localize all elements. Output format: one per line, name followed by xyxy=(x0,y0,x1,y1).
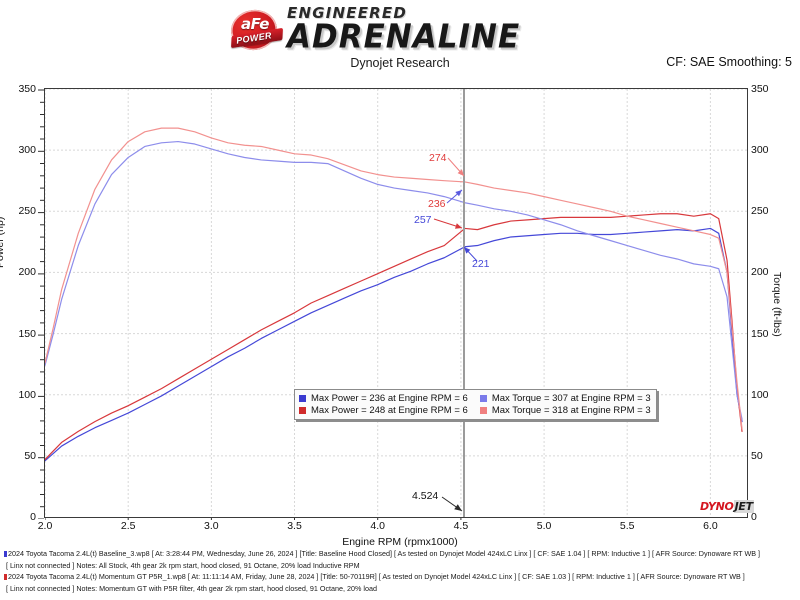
y2-tick-300: 300 xyxy=(751,144,769,157)
run-caption-2: 2024 Toyota Tacoma 2.4L(t) Momentum GT P… xyxy=(4,571,800,594)
x-tick-3.0: 3.0 xyxy=(204,520,219,532)
plot-area[interactable] xyxy=(44,88,748,518)
annotation-257: 257 xyxy=(414,214,432,226)
x-tick-4.0: 4.0 xyxy=(370,520,385,532)
brand-logo-group: aFe POWER ENGINEERED ADRENALINE xyxy=(227,6,520,53)
y2-tick-100: 100 xyxy=(751,388,769,401)
curve-power-momentum xyxy=(45,213,743,461)
dynojet-watermark-red: DYNO xyxy=(700,500,734,513)
legend-item-light-red: Max Torque = 318 at Engine RPM = 3 xyxy=(479,405,651,416)
y2-tick-200: 200 xyxy=(751,266,769,279)
y-tick-150: 150 xyxy=(18,327,36,340)
dynojet-watermark: DYNO JET xyxy=(700,500,754,513)
x-tick-3.5: 3.5 xyxy=(287,520,302,532)
run-caption-line2: [ Linx not connected ] Notes: Momentum G… xyxy=(6,583,378,593)
legend-label: Max Torque = 307 at Engine RPM = 3 xyxy=(491,393,651,404)
curve-torque-momentum xyxy=(45,127,743,430)
y-tick-50: 50 xyxy=(24,449,36,462)
y-axis-title: Power (hp) xyxy=(0,216,6,268)
y2-tick-150: 150 xyxy=(751,327,769,340)
chart-subtitle: Dynojet Research xyxy=(350,56,450,70)
cf-smoothing-label: CF: SAE Smoothing: 5 xyxy=(666,55,792,69)
header: aFe POWER ENGINEERED ADRENALINE Dynojet … xyxy=(0,0,800,78)
run-caption-line1-text: 2024 Toyota Tacoma 2.4L(t) Momentum GT P… xyxy=(8,572,745,581)
legend-item-light-blue: Max Torque = 307 at Engine RPM = 3 xyxy=(479,393,651,404)
curve-power-baseline xyxy=(45,227,743,462)
annotation-274: 274 xyxy=(429,152,447,164)
tagline-group: ENGINEERED ADRENALINE xyxy=(287,4,521,56)
legend-label: Max Power = 248 at Engine RPM = 6 xyxy=(311,405,468,416)
y2-tick-350: 350 xyxy=(751,83,769,95)
y2-tick-0: 0 xyxy=(751,511,757,523)
legend-swatch-light-red xyxy=(479,407,487,414)
run-caption-line1-text: 2024 Toyota Tacoma 2.4L(t) Baseline_3.wp… xyxy=(8,549,761,558)
y-tick-100: 100 xyxy=(18,388,36,401)
x-tick-5.5: 5.5 xyxy=(619,520,635,532)
x-axis-title: Engine RPM (rpmx1000) xyxy=(342,536,458,548)
cursor-line[interactable] xyxy=(463,89,465,517)
annotation-236: 236 xyxy=(428,198,446,210)
annotation-221: 221 xyxy=(472,258,490,270)
y-axis-ruler xyxy=(38,88,44,520)
run-caption-line1: 2024 Toyota Tacoma 2.4L(t) Momentum GT P… xyxy=(4,571,800,583)
y-tick-200: 200 xyxy=(18,266,36,279)
tagline-engineered: ENGINEERED xyxy=(287,4,407,22)
x-tick-4.5: 4.5 xyxy=(453,520,469,532)
run-caption-1: 2024 Toyota Tacoma 2.4L(t) Baseline_3.wp… xyxy=(4,548,800,571)
run-caption-line2: [ Linx not connected ] Notes: All Stock,… xyxy=(6,560,360,570)
y2-tick-50: 50 xyxy=(751,449,763,462)
legend-swatch-blue xyxy=(299,395,306,402)
afe-logo-text: aFe xyxy=(241,14,269,33)
legend-item-blue: Max Power = 236 at Engine RPM = 6 xyxy=(299,393,468,404)
tagline-adrenaline: ADRENALINE xyxy=(287,18,521,56)
curve-torque-baseline xyxy=(45,140,743,420)
run-captions: 2024 Toyota Tacoma 2.4L(t) Baseline_3.wp… xyxy=(0,548,800,594)
run-caption-line1: 2024 Toyota Tacoma 2.4L(t) Baseline_3.wp… xyxy=(4,548,800,560)
run-color-marker-blue xyxy=(4,551,7,557)
afe-power-logo-icon: aFe POWER xyxy=(227,6,284,53)
run-color-marker-red xyxy=(4,574,7,580)
y-tick-250: 250 xyxy=(18,205,36,218)
legend-swatch-red xyxy=(299,407,306,414)
chart-legend: Max Power = 236 at Engine RPM = 6 Max Tor… xyxy=(294,389,657,420)
x-tick-2.5: 2.5 xyxy=(120,520,136,532)
legend-label: Max Power = 236 at Engine RPM = 6 xyxy=(311,393,468,404)
legend-item-red: Max Power = 248 at Engine RPM = 6 xyxy=(299,405,468,416)
legend-label: Max Torque = 318 at Engine RPM = 3 xyxy=(491,405,651,416)
x-tick-6.0: 6.0 xyxy=(703,520,718,532)
cursor-value-label: 4.524 xyxy=(412,490,439,502)
x-tick-5.0: 5.0 xyxy=(536,520,552,532)
y2-tick-250: 250 xyxy=(751,205,769,218)
y-tick-0: 0 xyxy=(30,511,36,523)
y-tick-300: 300 xyxy=(18,144,36,157)
legend-swatch-light-blue xyxy=(479,395,487,402)
dynojet-watermark-dark: JET xyxy=(733,500,754,513)
x-tick-2.0: 2.0 xyxy=(37,520,53,532)
data-curves xyxy=(45,127,743,462)
y-tick-350: 350 xyxy=(18,83,36,95)
